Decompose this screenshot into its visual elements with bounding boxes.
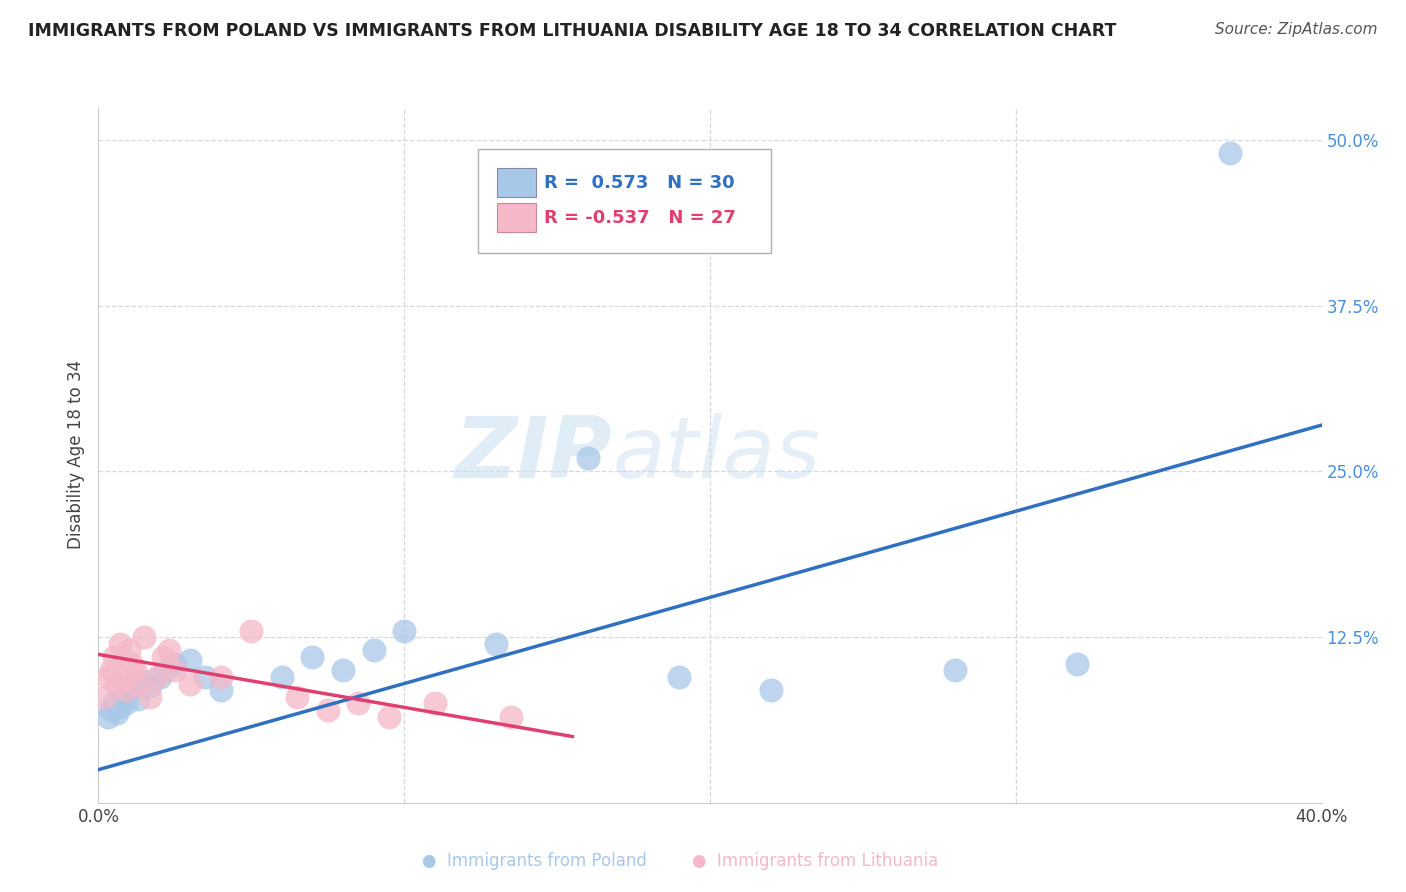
Point bbox=[163, 663, 186, 677]
Text: R =  0.573   N = 30: R = 0.573 N = 30 bbox=[544, 174, 734, 192]
Point bbox=[163, 657, 186, 671]
FancyBboxPatch shape bbox=[498, 203, 536, 232]
Point bbox=[1219, 146, 1241, 161]
Point bbox=[668, 670, 690, 684]
Point bbox=[115, 683, 138, 698]
Point bbox=[392, 624, 416, 638]
FancyBboxPatch shape bbox=[478, 149, 772, 253]
Point bbox=[240, 624, 263, 638]
Point bbox=[100, 703, 122, 717]
Point bbox=[347, 697, 370, 711]
Y-axis label: Disability Age 18 to 34: Disability Age 18 to 34 bbox=[66, 360, 84, 549]
Point bbox=[111, 690, 134, 704]
Point bbox=[145, 670, 167, 684]
Point bbox=[108, 637, 131, 651]
Point bbox=[115, 697, 138, 711]
Point bbox=[105, 706, 128, 720]
Text: ZIP: ZIP bbox=[454, 413, 612, 497]
Text: ●  Immigrants from Lithuania: ● Immigrants from Lithuania bbox=[692, 852, 939, 870]
Point bbox=[179, 653, 201, 667]
Point bbox=[301, 650, 323, 665]
Point bbox=[423, 697, 446, 711]
Point bbox=[103, 697, 125, 711]
Point bbox=[1066, 657, 1088, 671]
Point bbox=[149, 670, 172, 684]
Point bbox=[139, 679, 162, 693]
Point bbox=[194, 670, 217, 684]
Point bbox=[270, 670, 292, 684]
Point bbox=[576, 451, 599, 466]
Point bbox=[121, 676, 143, 690]
Point bbox=[152, 650, 174, 665]
Point bbox=[155, 663, 177, 677]
Point bbox=[378, 709, 401, 723]
Point bbox=[139, 690, 162, 704]
Point bbox=[97, 709, 120, 723]
Point bbox=[118, 643, 141, 657]
Point bbox=[121, 657, 143, 671]
Point bbox=[127, 676, 149, 690]
Point bbox=[501, 709, 523, 723]
Point bbox=[124, 663, 146, 677]
Text: atlas: atlas bbox=[612, 413, 820, 497]
Text: IMMIGRANTS FROM POLAND VS IMMIGRANTS FROM LITHUANIA DISABILITY AGE 18 TO 34 CORR: IMMIGRANTS FROM POLAND VS IMMIGRANTS FRO… bbox=[28, 22, 1116, 40]
Point bbox=[97, 670, 120, 684]
Point bbox=[111, 670, 134, 684]
Point bbox=[363, 643, 385, 657]
Point bbox=[179, 676, 201, 690]
Point bbox=[316, 703, 339, 717]
Point bbox=[943, 663, 966, 677]
Point bbox=[209, 670, 232, 684]
Point bbox=[134, 630, 156, 644]
FancyBboxPatch shape bbox=[498, 169, 536, 197]
Point bbox=[118, 683, 141, 698]
Point bbox=[485, 637, 508, 651]
Point bbox=[127, 692, 149, 706]
Point bbox=[105, 676, 128, 690]
Point bbox=[285, 690, 308, 704]
Text: Source: ZipAtlas.com: Source: ZipAtlas.com bbox=[1215, 22, 1378, 37]
Point bbox=[93, 690, 115, 704]
Point bbox=[157, 643, 180, 657]
Text: ●  Immigrants from Poland: ● Immigrants from Poland bbox=[422, 852, 647, 870]
Point bbox=[103, 650, 125, 665]
Point bbox=[100, 663, 122, 677]
Point bbox=[209, 683, 232, 698]
Text: R = -0.537   N = 27: R = -0.537 N = 27 bbox=[544, 209, 735, 227]
Point bbox=[134, 673, 156, 688]
Point bbox=[759, 683, 782, 698]
Point bbox=[332, 663, 354, 677]
Point bbox=[108, 700, 131, 714]
